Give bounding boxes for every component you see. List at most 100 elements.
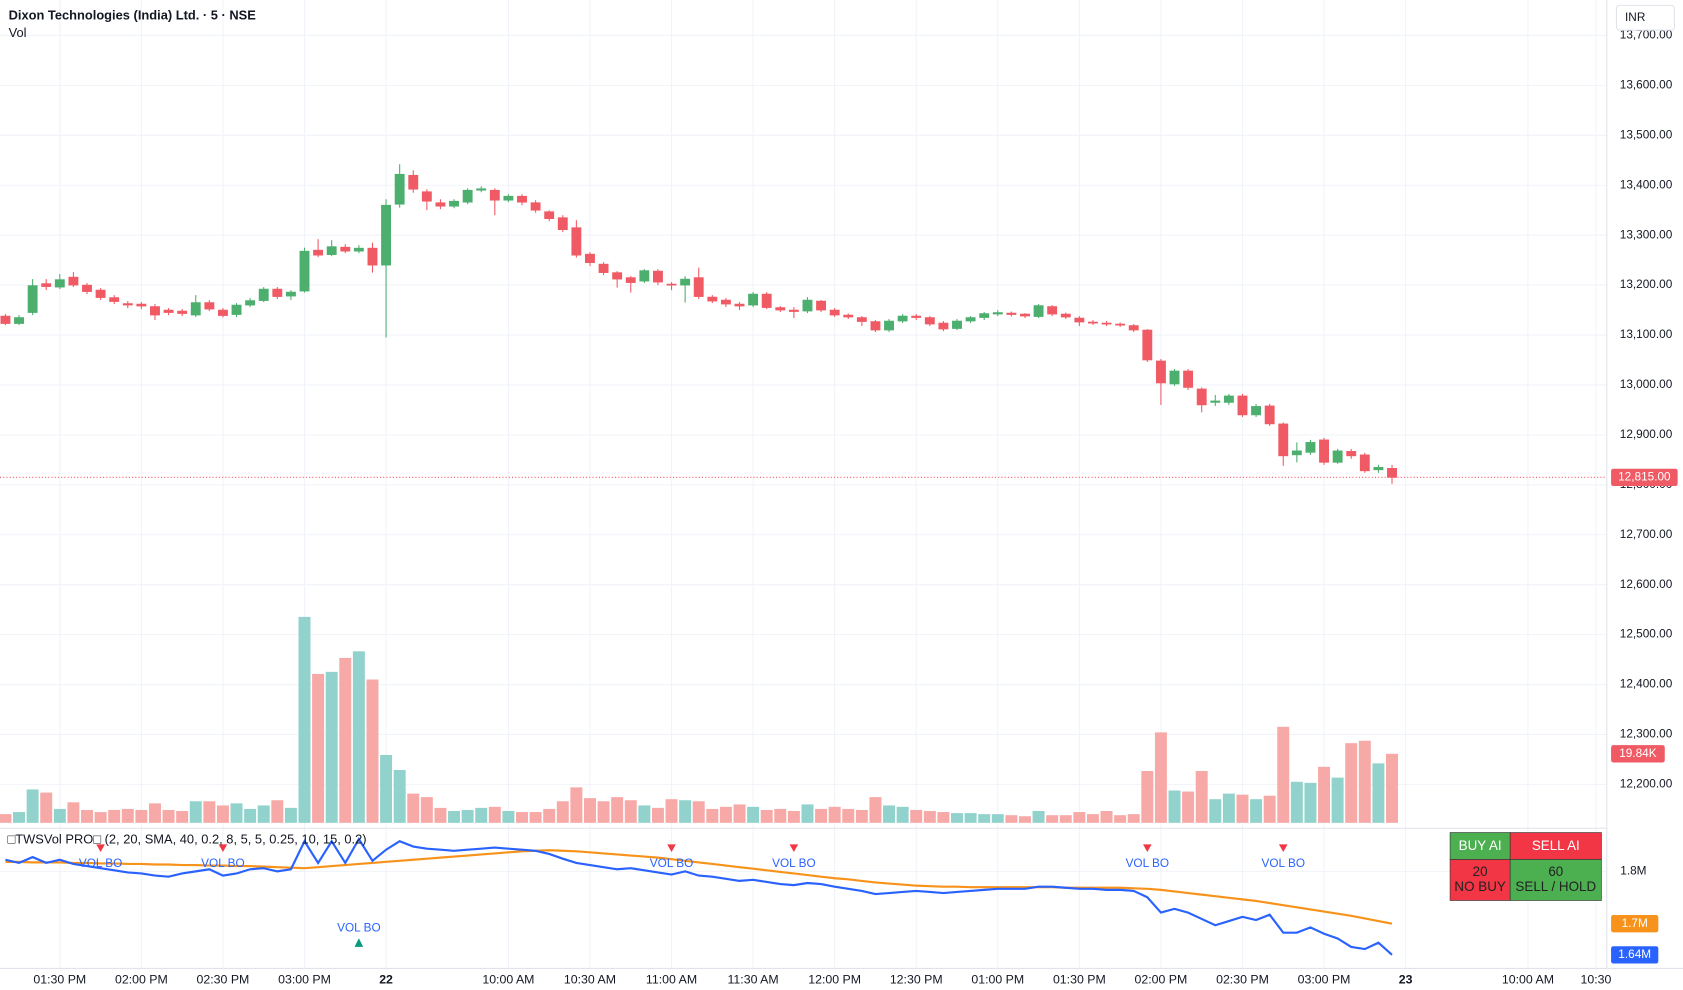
candle-body	[14, 317, 24, 324]
sell-verdict: SELL / HOLD	[1515, 879, 1596, 894]
candle-body	[856, 317, 867, 322]
candle-body	[924, 317, 935, 325]
candle-body	[1332, 450, 1343, 463]
volume-bar	[1372, 763, 1385, 823]
volume-bar	[271, 800, 284, 823]
x-tick-label: 02:30 PM	[1216, 973, 1269, 987]
candle-body	[489, 189, 500, 201]
currency-box[interactable]	[1615, 4, 1675, 31]
currency-label[interactable]: INR	[1625, 10, 1645, 24]
volume-bar	[937, 812, 950, 823]
volume-bar	[366, 679, 379, 823]
volume-bar	[1304, 782, 1317, 823]
candle-body	[245, 300, 256, 306]
x-tick-label: 12:00 PM	[808, 973, 861, 987]
volume-bar	[651, 807, 664, 823]
volume-bar	[706, 808, 719, 823]
candle-body	[82, 284, 92, 292]
volume-bar	[815, 808, 828, 823]
volume-bar	[583, 798, 596, 823]
candle-body	[1033, 305, 1044, 317]
candle-body	[462, 189, 473, 203]
candle-body	[1237, 395, 1248, 416]
volume-bar	[733, 804, 746, 823]
x-tick-label: 11:30 AM	[728, 973, 779, 987]
volume-bar	[543, 808, 556, 823]
volume-bar	[189, 801, 202, 823]
candle-body	[1251, 406, 1262, 416]
axes-layer: 01:30 PM 02:00 PM 02:30 PM 03:00 PM 22 10:00 …	[33, 28, 1678, 987]
y-tick-label: 13,500.00	[1620, 127, 1673, 141]
volume-bar	[475, 807, 488, 823]
candle-body	[585, 253, 595, 263]
candle-body	[802, 299, 813, 312]
signal-label: VOL BO	[1126, 856, 1170, 870]
candle-body	[1223, 395, 1234, 403]
volume-bar	[257, 805, 270, 823]
candle-body	[884, 320, 894, 331]
volume-bar	[339, 657, 352, 823]
signal-marker	[96, 844, 105, 852]
volume-bar	[991, 814, 1004, 823]
last-volume-tag	[1611, 745, 1665, 763]
candle-body	[258, 288, 269, 301]
candle-body	[503, 195, 514, 201]
candle-body	[870, 321, 881, 331]
volume-bar	[760, 809, 773, 823]
y-tick-label: 13,200.00	[1620, 277, 1673, 291]
y-tick-label: 13,400.00	[1620, 177, 1673, 191]
candle-body	[1278, 423, 1289, 457]
sell-score: 60	[1548, 864, 1563, 879]
candle-body	[911, 315, 922, 318]
volume-bar	[284, 807, 297, 823]
candle-body	[394, 173, 405, 205]
y-tick-label: 13,300.00	[1620, 227, 1673, 241]
candle-body	[408, 174, 419, 190]
volume-bar	[896, 806, 909, 823]
candle-body	[1359, 454, 1370, 472]
candle-body	[734, 303, 745, 307]
candle-body	[109, 297, 120, 302]
volume-bar	[393, 769, 406, 823]
symbol-title[interactable]: Dixon Technologies (India) Ltd. · 5 · NS…	[9, 8, 257, 23]
signal-table: BUY AI SELL AI 20 NO BUY 60 SELL / HOLD	[1449, 832, 1602, 901]
y-tick-label: 12,200.00	[1620, 777, 1673, 791]
volume-bar	[108, 809, 121, 823]
volume-bar	[1277, 726, 1290, 823]
volume-bar	[1195, 771, 1208, 823]
x-tick-label: 10:00 AM	[482, 973, 534, 987]
indicator-title[interactable]: □TWSVol PRO□ (2, 20, SMA, 40, 0.2, 8, 5,…	[8, 831, 367, 846]
volume-bar	[1005, 815, 1018, 823]
indicator-line	[5, 837, 1393, 956]
candle-body	[367, 247, 378, 266]
candle-layer	[0, 164, 1607, 484]
volume-bar	[94, 812, 107, 823]
candle-body	[95, 289, 106, 298]
candle-body	[313, 249, 324, 256]
signal-label: VOL BO	[650, 856, 694, 870]
volume-bar	[216, 805, 229, 823]
y-tick-label: 12,600.00	[1620, 577, 1673, 591]
volume-bar	[883, 805, 896, 823]
candle-body	[1088, 321, 1098, 324]
volume-bar	[407, 793, 420, 823]
volume-bar	[1046, 815, 1059, 823]
y-tick-label: 12,400.00	[1620, 677, 1673, 691]
volume-bar	[448, 811, 461, 823]
volume-bar	[828, 806, 841, 823]
volume-bar	[1345, 743, 1358, 823]
candle-body	[1183, 370, 1194, 388]
signal-marker	[354, 938, 364, 947]
indicator-last-label: 1.64M	[1618, 947, 1651, 961]
candle-body	[476, 188, 487, 191]
candle-body	[421, 191, 432, 202]
volume-bar	[502, 811, 515, 823]
y-tick-label: 12,700.00	[1620, 527, 1673, 541]
volume-title[interactable]: Vol	[9, 25, 27, 40]
candle-body	[992, 312, 1003, 315]
candle-body	[639, 270, 650, 282]
volume-bar	[719, 806, 732, 823]
candle-body	[829, 309, 840, 316]
candle-body	[217, 309, 228, 316]
volume-bar	[1209, 799, 1222, 823]
